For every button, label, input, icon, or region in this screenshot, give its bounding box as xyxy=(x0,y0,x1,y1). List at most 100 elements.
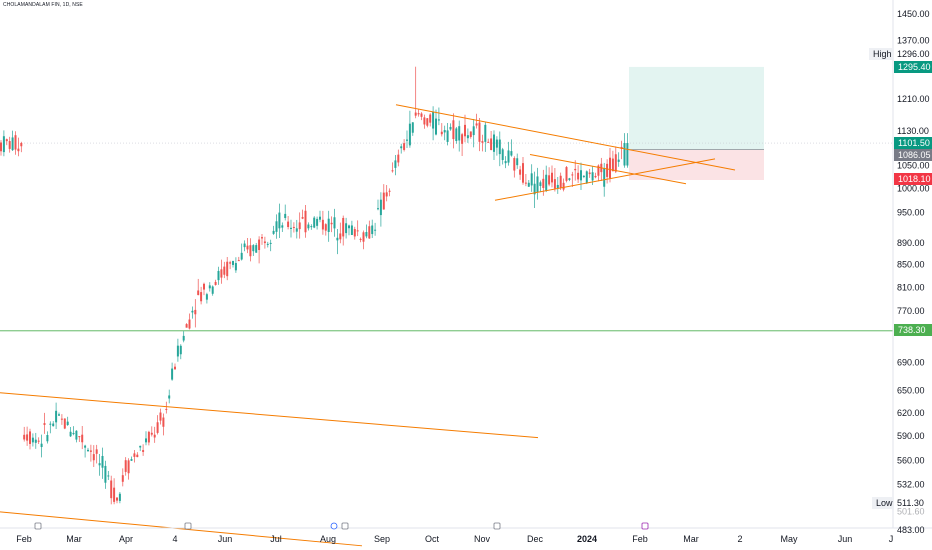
candle-body xyxy=(455,128,458,141)
trendline-2 xyxy=(494,158,716,201)
candle-body xyxy=(52,423,55,427)
candle-body xyxy=(118,493,121,501)
candle-body xyxy=(121,475,124,482)
trendlines xyxy=(0,104,736,547)
time-axis: Feb Mar Apr 4 Jun Jul Aug Sep Oct Nov Dec 2024 Feb Ma… xyxy=(16,534,893,544)
event-marker-icon xyxy=(330,522,338,530)
candle-body xyxy=(443,130,446,133)
candle-body xyxy=(429,114,432,123)
candle-body xyxy=(98,463,101,466)
candle-body xyxy=(0,142,2,152)
time-tick-label: Feb xyxy=(632,534,648,544)
candle-body xyxy=(362,232,365,242)
last-price-tag-box xyxy=(894,137,932,149)
candle-body xyxy=(324,224,327,231)
candle-body xyxy=(104,465,107,483)
candle-body xyxy=(229,262,232,264)
candle-body xyxy=(617,159,620,162)
candle-body xyxy=(414,112,417,116)
event-markers xyxy=(34,522,649,530)
high-badge xyxy=(869,48,893,60)
low-badge-label: Low xyxy=(876,498,893,508)
candle-body xyxy=(377,208,379,210)
candle-body xyxy=(226,261,229,277)
candle-body xyxy=(246,245,249,250)
candle-body xyxy=(84,445,87,448)
candle-body xyxy=(397,154,400,163)
candle-body xyxy=(8,141,11,149)
price-tick-label: 560.00 xyxy=(897,456,925,466)
candle-body xyxy=(330,222,333,225)
candle-body xyxy=(237,260,240,262)
price-tick-label: 1000.00 xyxy=(897,183,930,193)
candle-body xyxy=(562,182,565,190)
candle-body xyxy=(423,117,426,125)
candle-body xyxy=(142,450,145,452)
candle-body xyxy=(156,422,159,433)
candle-body xyxy=(582,175,585,177)
candle-body xyxy=(588,172,591,175)
trendline-5 xyxy=(529,153,687,185)
candle-body xyxy=(461,134,464,144)
time-tick-label: Mar xyxy=(66,534,82,544)
candle-body xyxy=(556,184,559,189)
candle-body xyxy=(527,182,530,187)
candle-body xyxy=(406,139,408,141)
time-tick-label: May xyxy=(780,534,798,544)
candle-body xyxy=(23,434,26,440)
candle-body xyxy=(452,120,455,140)
candle-body xyxy=(34,439,37,443)
candle-body xyxy=(234,263,237,271)
candle-body xyxy=(313,217,316,228)
candle-body xyxy=(298,222,301,230)
candle-body xyxy=(63,418,66,429)
candle-body xyxy=(287,221,290,227)
candle-body xyxy=(2,136,5,153)
time-tick-label: Mar xyxy=(683,534,699,544)
candle-body xyxy=(408,123,411,146)
high-value-label: 1296.00 xyxy=(897,49,930,59)
candle-body xyxy=(524,182,527,184)
stop-zone xyxy=(629,149,764,180)
candle-body xyxy=(162,417,165,427)
candle-body xyxy=(501,149,504,161)
candle-body xyxy=(420,113,423,117)
candle-body xyxy=(475,123,478,126)
candle-body xyxy=(368,226,371,239)
candle-body xyxy=(20,142,23,147)
candle-body xyxy=(194,309,197,315)
candle-body xyxy=(171,368,174,380)
trendline-1 xyxy=(395,104,736,171)
event-marker-icon xyxy=(641,522,649,530)
candle-body xyxy=(466,135,469,139)
candle-body xyxy=(281,225,284,228)
event-marker-icon xyxy=(493,522,501,530)
price-tags: High 1296.00 1295.40 1101.50 1086.05 1018.10 7… xyxy=(869,48,932,509)
candle-body xyxy=(232,261,234,265)
price-tick-label: 810.00 xyxy=(897,282,925,292)
time-tick-label: 4 xyxy=(172,534,177,544)
candle-body xyxy=(133,453,136,457)
candle-body xyxy=(464,124,466,137)
candle-body xyxy=(89,450,92,452)
candle-body xyxy=(301,217,304,219)
candle-body xyxy=(147,431,150,443)
candle-body xyxy=(284,213,287,219)
candle-body xyxy=(548,175,551,185)
target-zone xyxy=(629,66,764,150)
event-marker-icon xyxy=(341,522,349,530)
candle-body xyxy=(127,460,130,474)
trendline-3 xyxy=(0,392,539,439)
time-tick-label: Apr xyxy=(119,534,133,544)
entry-tag-label: 1086.05 xyxy=(898,150,931,160)
candle-body xyxy=(580,170,582,181)
entry-tag-box xyxy=(894,149,932,161)
time-tick-label: 2 xyxy=(737,534,742,544)
time-tick-label: J xyxy=(889,534,894,544)
candle-body xyxy=(69,431,72,437)
candle-body xyxy=(400,146,403,149)
candle-body xyxy=(208,285,211,289)
candle-body xyxy=(568,178,571,180)
time-tick-label: 2024 xyxy=(577,534,597,544)
